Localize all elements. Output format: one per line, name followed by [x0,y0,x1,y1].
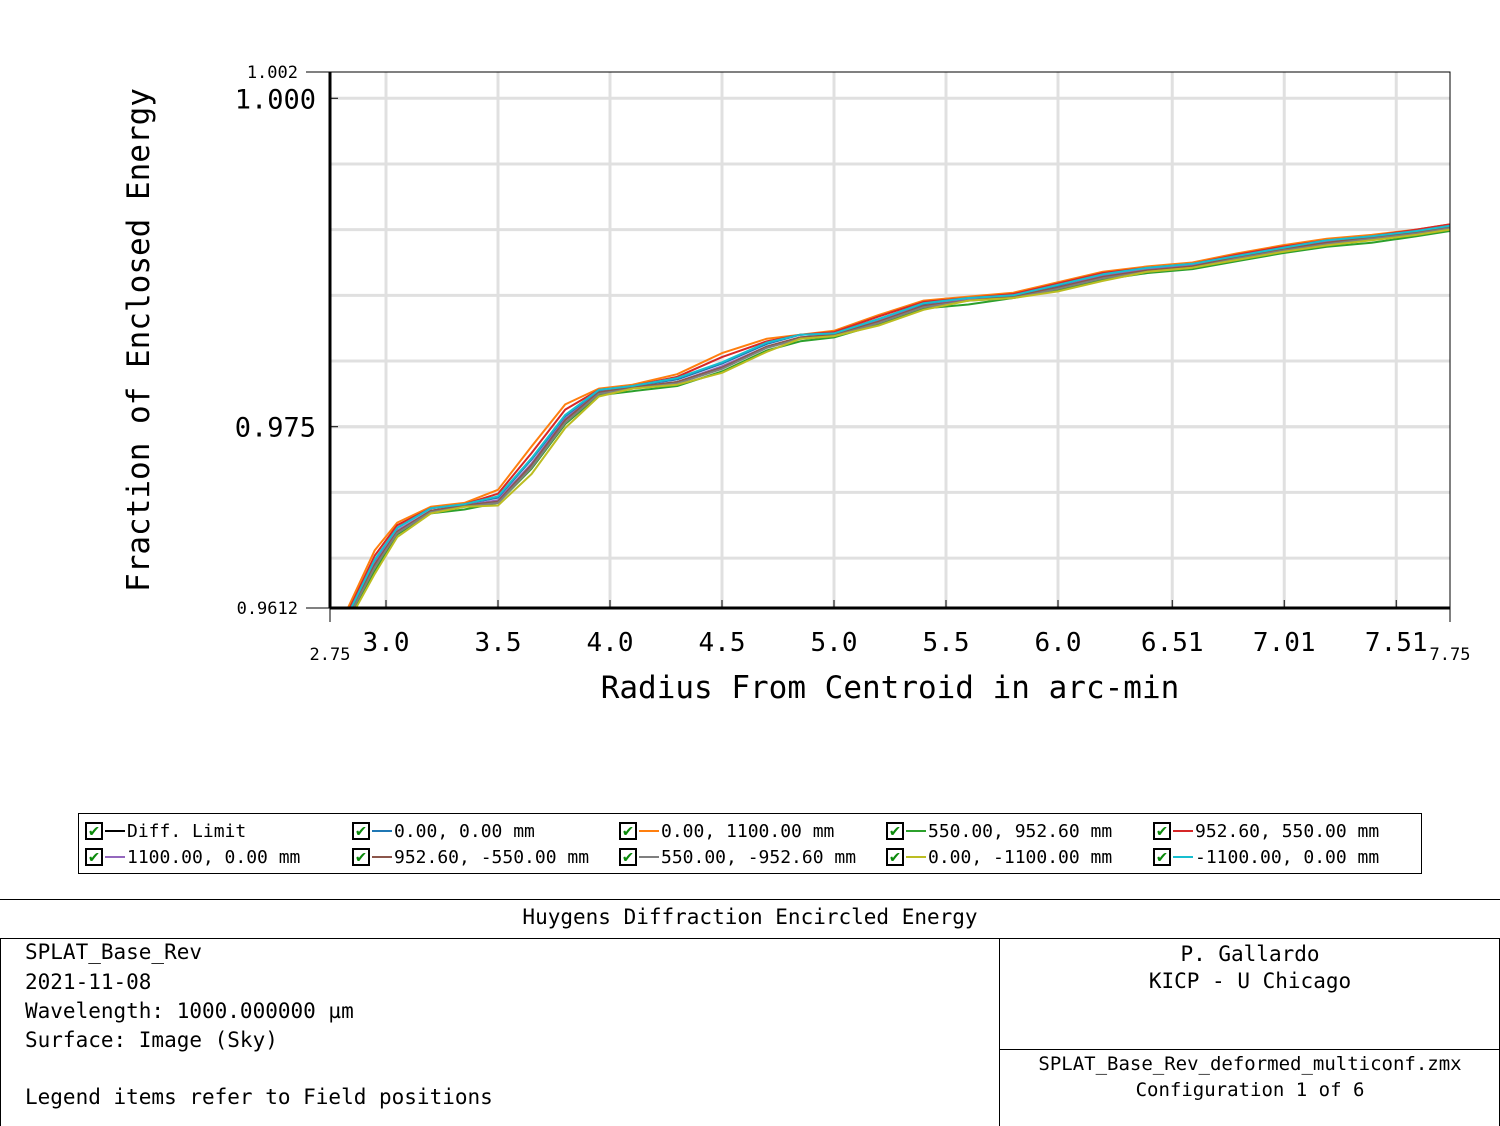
legend-label: 550.00, -952.60 mm [661,846,857,868]
legend-swatch [906,830,926,832]
legend-item[interactable]: ✔ 550.00, 952.60 mm [886,819,1112,843]
series-line [348,223,1450,608]
checkmark-icon: ✔ [355,846,367,867]
y-tick-label: 0.975 [235,413,316,444]
x-tick-label: 3.5 [475,628,522,658]
series-line [354,228,1450,608]
legend-checkbox[interactable]: ✔ [352,848,370,866]
legend-label: 0.00, 0.00 mm [394,820,535,842]
grid-layer [330,72,1450,608]
legend-swatch [1173,856,1193,858]
legend-swatch [372,830,392,832]
legend-swatch [372,856,392,858]
legend-label: Diff. Limit [127,820,247,842]
checkmark-icon: ✔ [1156,820,1168,841]
x-tick-label: 7.01 [1253,628,1316,658]
checkmark-icon: ✔ [88,846,100,867]
legend-label: -1100.00, 0.00 mm [1195,846,1380,868]
x-tick-label: 5.0 [811,628,858,658]
legend-label: 0.00, 1100.00 mm [661,820,835,842]
checkmark-icon: ✔ [355,820,367,841]
x-tick-label: 6.0 [1035,628,1082,658]
legend-item[interactable]: ✔ 550.00, -952.60 mm [619,845,856,869]
checkmark-icon: ✔ [622,846,634,867]
legend-checkbox[interactable]: ✔ [85,822,103,840]
wavelength: Wavelength: 1000.000000 µm [25,999,354,1023]
legend-item[interactable]: ✔ Diff. Limit [85,819,246,843]
x-tick-label: 3.0 [363,628,410,658]
checkmark-icon: ✔ [889,846,901,867]
legend-item[interactable]: ✔ -1100.00, 0.00 mm [1153,845,1379,869]
x-tick-label: 6.51 [1141,628,1204,658]
info-left: SPLAT_Base_Rev 2021-11-08 Wavelength: 10… [0,938,1000,1126]
legend-checkbox[interactable]: ✔ [85,848,103,866]
tick-layer: 3.0 3.5 4.0 4.5 5.0 5.5 6.0 6.51 7.01 7.51 2.75 7.7… [235,63,1471,665]
legend-label: 952.60, -550.00 mm [394,846,590,868]
legend-checkbox[interactable]: ✔ [886,848,904,866]
info-panel: Huygens Diffraction Encircled Energy SPL… [0,899,1500,1126]
info-right: P. Gallardo KICP - U Chicago SPLAT_Base_… [1000,938,1500,1126]
legend-swatch [906,856,926,858]
configuration: Configuration 1 of 6 [1135,1079,1365,1101]
legend-checkbox[interactable]: ✔ [619,848,637,866]
legend-checkbox[interactable]: ✔ [1153,822,1171,840]
author: P. Gallardo [1180,942,1320,966]
legend-checkbox[interactable]: ✔ [886,822,904,840]
info-separator [1000,1049,1500,1050]
series-line [351,226,1450,608]
organization: KICP - U Chicago [1148,969,1352,993]
legend-label: 550.00, 952.60 mm [928,820,1113,842]
y-end-label: 0.9612 [237,599,298,619]
date: 2021-11-08 [25,970,152,994]
plot-background [330,72,1450,608]
legend-item[interactable]: ✔ 952.60, -550.00 mm [352,845,589,869]
legend-checkbox[interactable]: ✔ [619,822,637,840]
y-end-label: 1.002 [247,63,298,83]
info-title: Huygens Diffraction Encircled Energy [0,900,1500,939]
encircled-energy-chart: 3.0 3.5 4.0 4.5 5.0 5.5 6.0 6.51 7.01 7.51 2.75 7.7… [121,63,1471,706]
legend-label: 0.00, -1100.00 mm [928,846,1113,868]
series-line [346,223,1450,608]
legend-item[interactable]: ✔ 952.60, 550.00 mm [1153,819,1379,843]
checkmark-icon: ✔ [1156,846,1168,867]
series-line [350,224,1450,608]
x-min-label: 2.75 [310,645,351,665]
x-axis-label: Radius From Centroid in arc-min [601,670,1180,706]
surface: Surface: Image (Sky) [25,1028,278,1052]
legend-note: Legend items refer to Field positions [25,1085,493,1109]
legend-item[interactable]: ✔ 1100.00, 0.00 mm [85,845,300,869]
legend-item[interactable]: ✔ 0.00, 0.00 mm [352,819,535,843]
legend-swatch [1173,830,1193,832]
legend-checkbox[interactable]: ✔ [1153,848,1171,866]
x-tick-label: 4.0 [587,628,634,658]
legend-label: 952.60, 550.00 mm [1195,820,1380,842]
checkmark-icon: ✔ [88,820,100,841]
legend-swatch [639,830,659,832]
series-layer [346,223,1450,608]
lens-name: SPLAT_Base_Rev [25,940,203,964]
legend-item[interactable]: ✔ 0.00, -1100.00 mm [886,845,1112,869]
legend: ✔ Diff. Limit ✔ 0.00, 0.00 mm ✔ 0.00, 1100.00… [78,813,1422,874]
checkmark-icon: ✔ [622,820,634,841]
x-tick-label: 7.51 [1365,628,1428,658]
legend-item[interactable]: ✔ 0.00, 1100.00 mm [619,819,834,843]
checkmark-icon: ✔ [889,820,901,841]
y-axis-label: Fraction of Enclosed Energy [121,88,157,592]
legend-swatch [639,856,659,858]
x-tick-label: 4.5 [699,628,746,658]
legend-label: 1100.00, 0.00 mm [127,846,301,868]
x-tick-label: 5.5 [923,628,970,658]
y-tick-label: 1.000 [235,84,316,115]
legend-checkbox[interactable]: ✔ [352,822,370,840]
file-name: SPLAT_Base_Rev_deformed_multiconf.zmx [1038,1053,1462,1075]
legend-swatch [105,856,125,858]
x-max-label: 7.75 [1430,645,1471,665]
legend-swatch [105,830,125,832]
